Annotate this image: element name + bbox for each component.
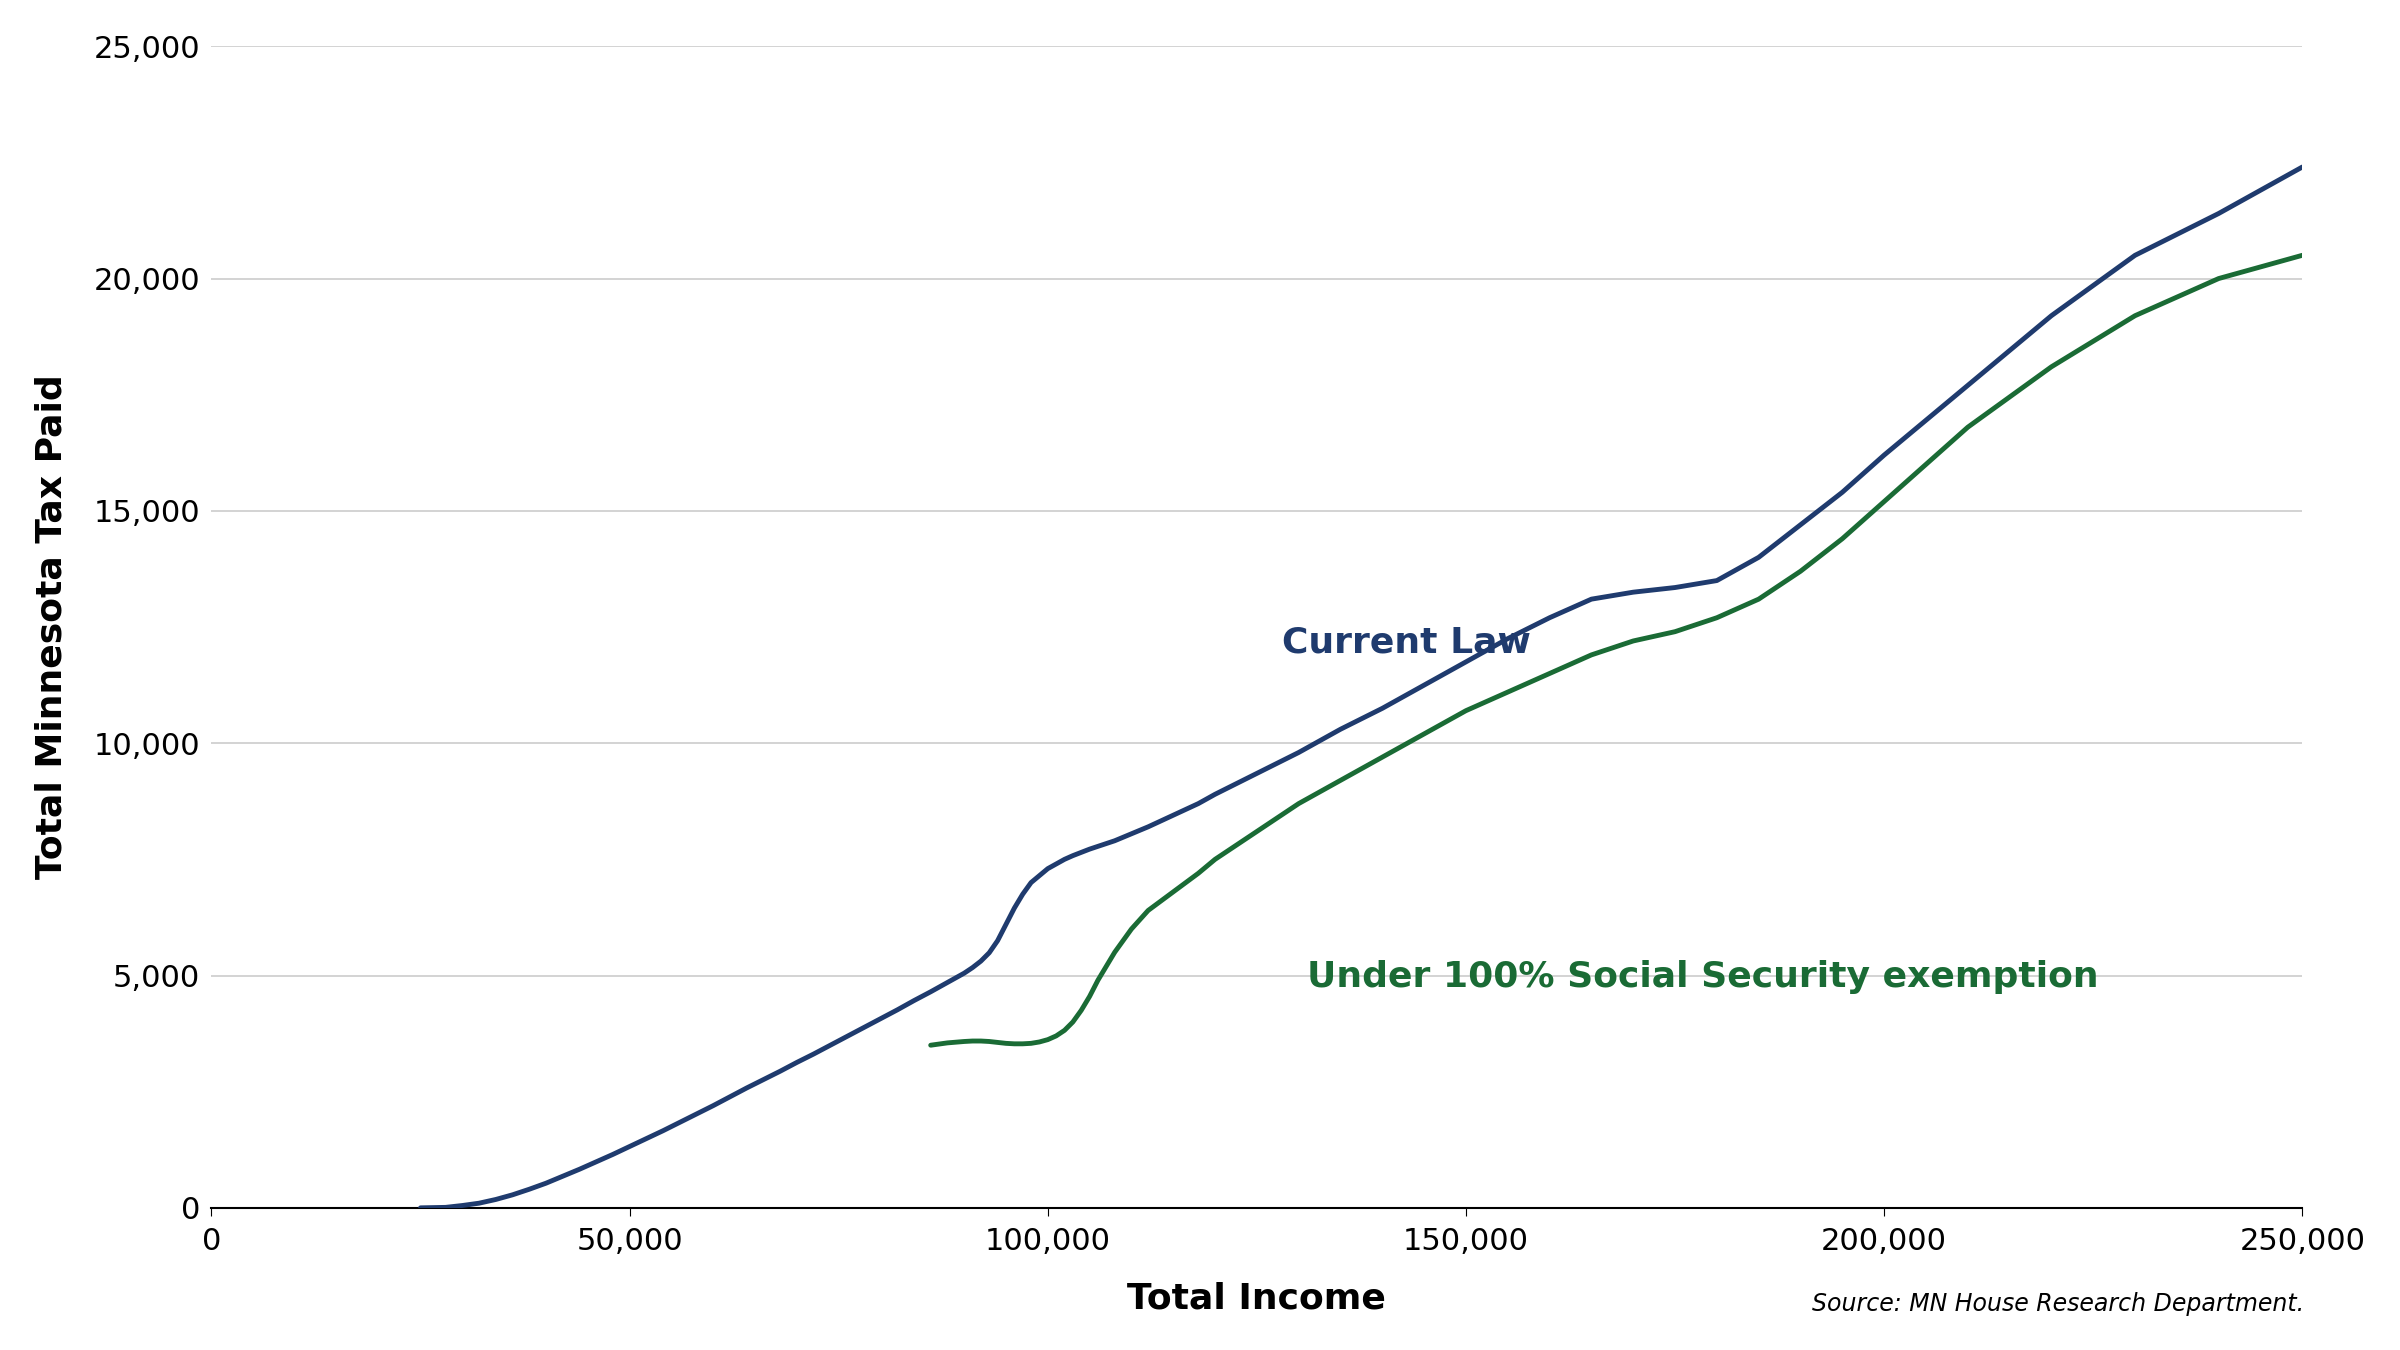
Y-axis label: Total Minnesota Tax Paid: Total Minnesota Tax Paid <box>34 375 70 879</box>
Text: Source: MN House Research Department.: Source: MN House Research Department. <box>1812 1292 2304 1316</box>
X-axis label: Total Income: Total Income <box>1128 1281 1387 1315</box>
Text: Under 100% Social Security exemption: Under 100% Social Security exemption <box>1308 960 2098 994</box>
Text: Current Law: Current Law <box>1282 625 1531 660</box>
